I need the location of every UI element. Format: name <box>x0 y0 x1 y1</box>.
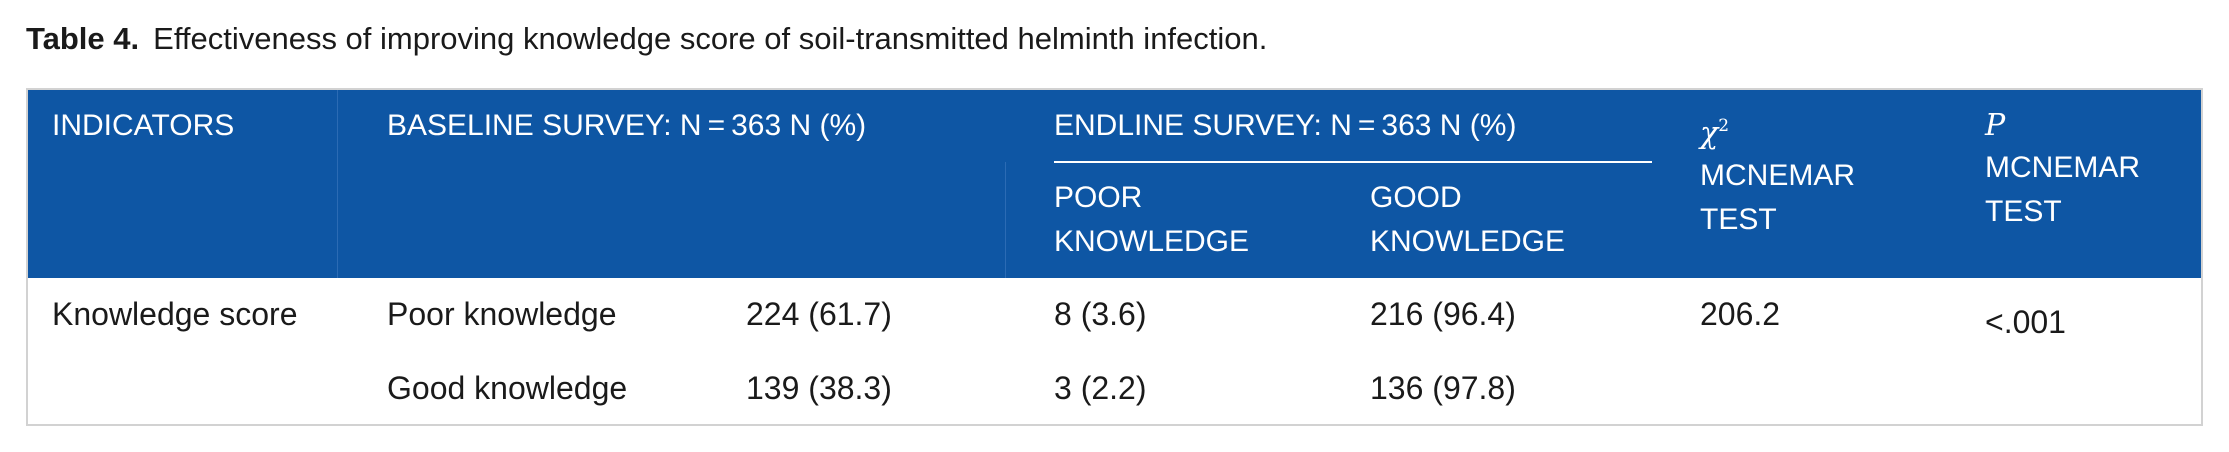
cell-p-value: <.001 <box>1985 304 2066 340</box>
header-baseline: BASELINE SURVEY: N = 363 N (%) <box>387 109 867 142</box>
chi-symbol: χ <box>1700 116 1719 151</box>
cell-baseline-n: 139 (38.3) <box>746 370 892 406</box>
cell-baseline-level: Good knowledge <box>387 370 628 406</box>
header-divider <box>1005 162 1006 278</box>
cell-endline-good: 216 (96.4) <box>1370 296 1516 332</box>
header-endline: ENDLINE SURVEY: N = 363 N (%) <box>1054 109 1517 142</box>
endline-spanner-rule <box>1054 161 1652 163</box>
header-chi-square: χ2 MCNEMAR TEST <box>1700 116 1855 236</box>
cell-endline-good: 136 (97.8) <box>1370 370 1516 406</box>
p-symbol: P <box>1985 108 2006 143</box>
cell-chi-square: 206.2 <box>1700 296 1781 332</box>
cell-endline-poor: 3 (2.2) <box>1054 370 1147 406</box>
header-p-value: P MCNEMAR TEST <box>1985 108 2140 228</box>
header-divider <box>337 88 338 278</box>
header-poor-knowledge: POOR KNOWLEDGE <box>1054 181 1250 258</box>
caption-text: Effectiveness of improving knowledge sco… <box>153 21 1268 56</box>
cell-baseline-n: 224 (61.7) <box>746 296 892 332</box>
cell-baseline-level: Poor knowledge <box>387 296 617 332</box>
header-indicators: INDICATORS <box>52 109 235 142</box>
table-border <box>26 88 2203 426</box>
table-caption: Table 4. Effectiveness of improving knowl… <box>26 20 1267 58</box>
caption-label: Table 4. <box>26 21 140 56</box>
chi-superscript: 2 <box>1718 116 1730 136</box>
header-good-knowledge: GOOD KNOWLEDGE <box>1370 181 1566 258</box>
cell-indicator: Knowledge score <box>52 296 298 332</box>
cell-endline-poor: 8 (3.6) <box>1054 296 1147 332</box>
table-header <box>26 88 2203 278</box>
